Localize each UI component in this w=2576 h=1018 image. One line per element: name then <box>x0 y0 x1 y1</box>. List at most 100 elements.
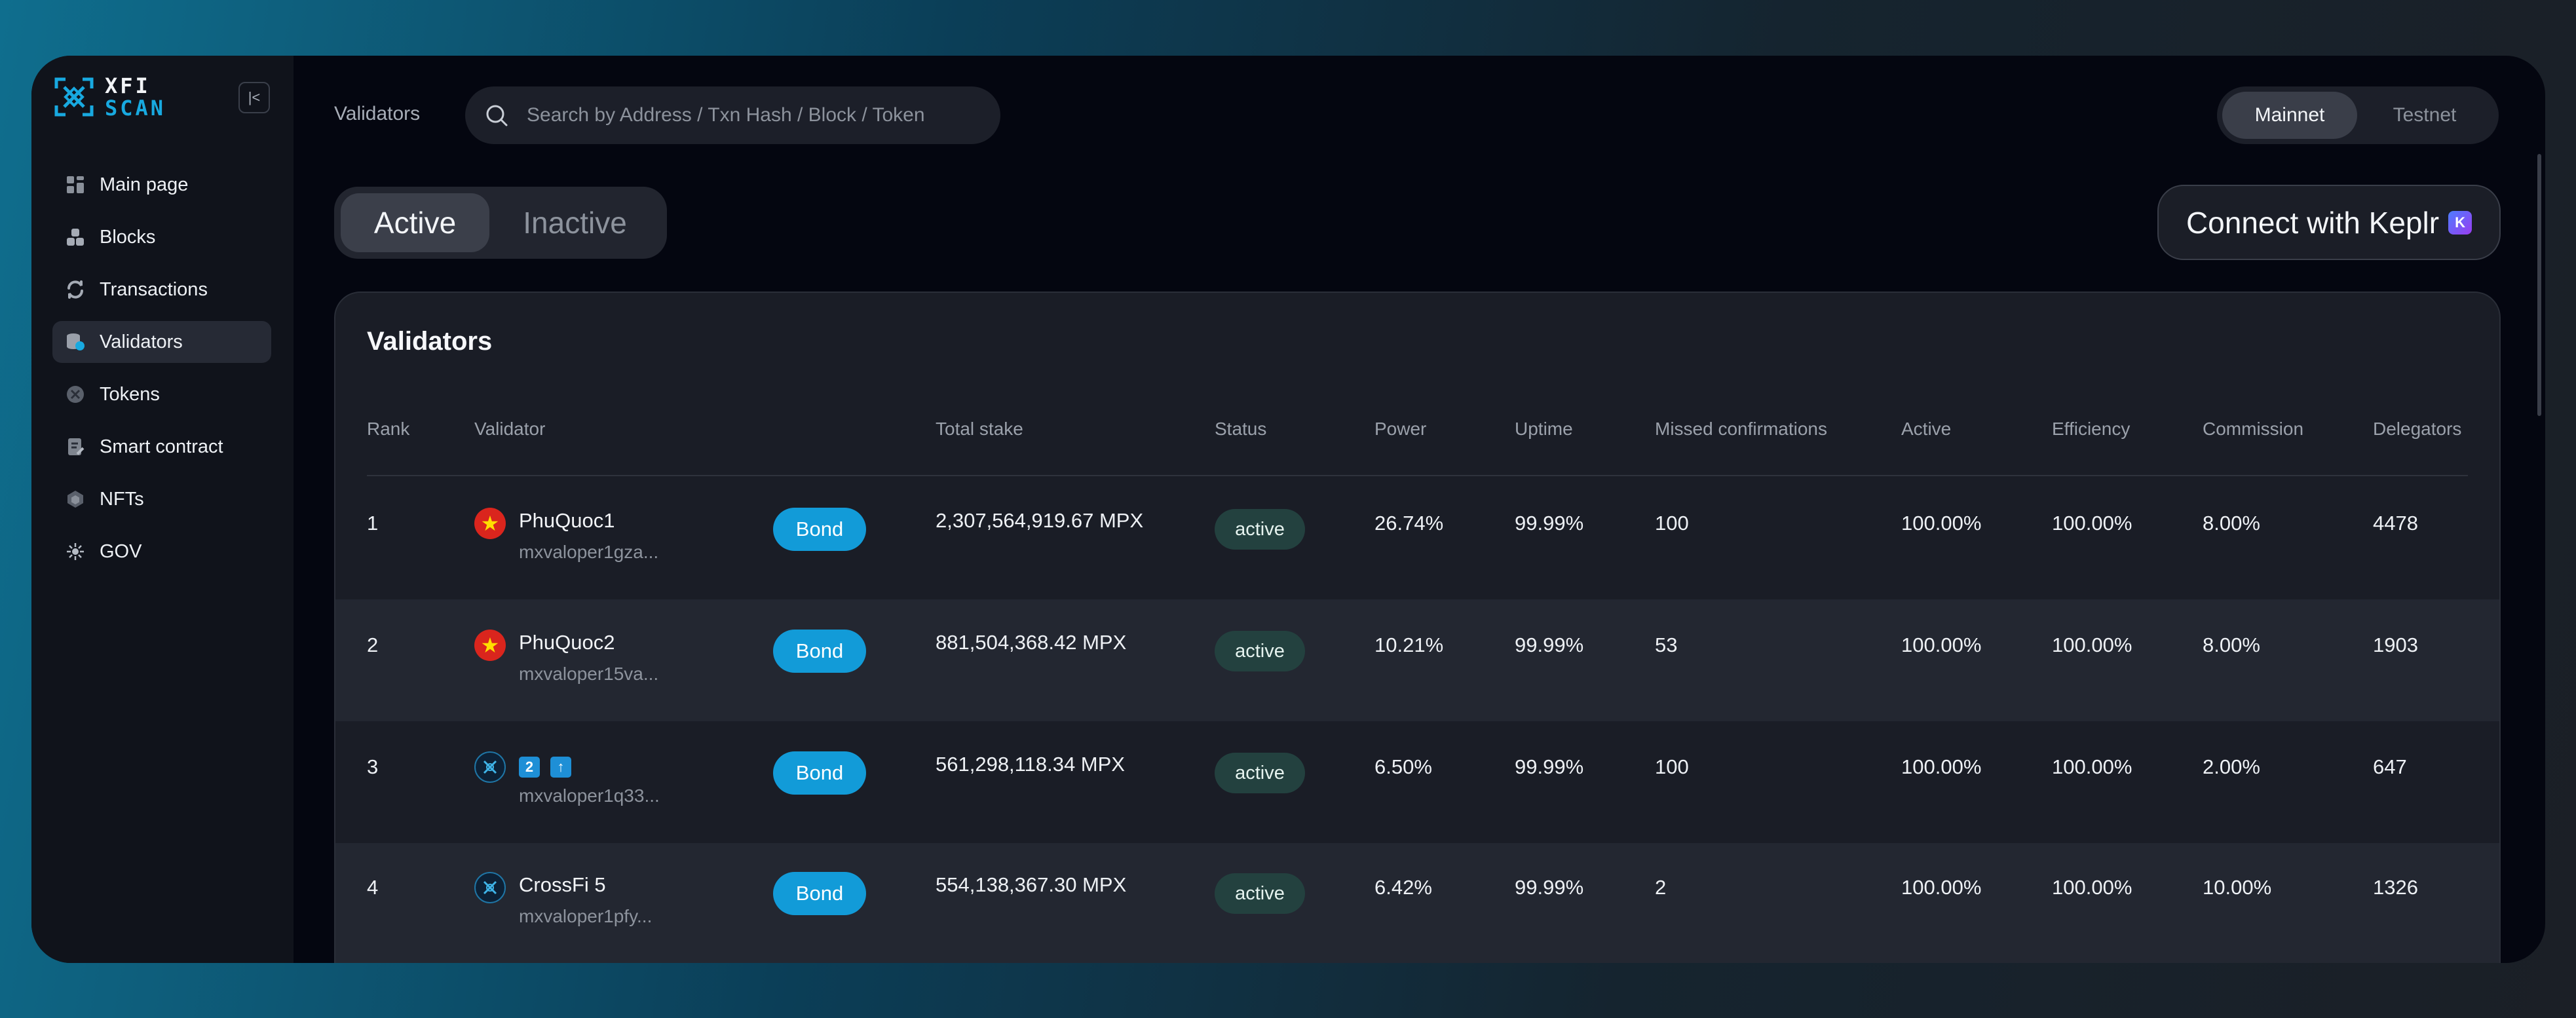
sidebar-item-label: Smart contract <box>100 436 223 457</box>
table-row[interactable]: 4 CrossFi 5 mxvaloper1pfy... Bond 554,13… <box>335 843 2499 963</box>
smart-contract-icon <box>66 437 85 457</box>
sidebar-item-smart-contract[interactable]: Smart contract <box>52 426 271 468</box>
main-content: Validators Mainnet Testnet Active Inacti… <box>294 56 2545 963</box>
active-cell: 100.00% <box>1901 876 1982 899</box>
sidebar-item-label: Validators <box>100 331 183 352</box>
sidebar-item-blocks[interactable]: Blocks <box>52 216 271 258</box>
status-badge: active <box>1215 753 1305 793</box>
bond-button[interactable]: Bond <box>773 508 866 551</box>
total-stake-cell: 554,138,367.30 MPX <box>936 873 1127 896</box>
page-scrollbar[interactable] <box>2537 154 2541 416</box>
validator-name[interactable]: CrossFi 5 <box>519 873 606 896</box>
efficiency-cell: 100.00% <box>2052 876 2132 899</box>
vietnam-flag-icon: ★ <box>474 508 506 539</box>
keplr-icon: K <box>2448 210 2472 235</box>
power-cell: 26.74% <box>1374 512 1444 535</box>
breadcrumb[interactable]: Validators <box>334 103 421 124</box>
crossfi-logo-icon <box>474 751 506 783</box>
collapse-sidebar-button[interactable]: |< <box>238 82 270 113</box>
commission-cell: 8.00% <box>2203 633 2260 656</box>
xfi-scan-logo[interactable]: XFI SCAN <box>51 74 166 120</box>
table-row[interactable]: 1 ★ PhuQuoc1 mxvaloper1gza... Bond 2,307… <box>335 478 2499 599</box>
bond-button[interactable]: Bond <box>773 630 866 673</box>
transactions-icon <box>66 280 85 299</box>
table-row[interactable]: 3 2 ↑ mxvaloper1q33... Bond 561,298,118.… <box>335 721 2499 843</box>
uptime-cell: 99.99% <box>1515 512 1584 535</box>
uptime-cell: 99.99% <box>1515 755 1584 778</box>
sidebar-item-tokens[interactable]: Tokens <box>52 373 271 415</box>
uptime-cell: 99.99% <box>1515 633 1584 656</box>
vietnam-flag-icon: ★ <box>474 630 506 661</box>
bond-button[interactable]: Bond <box>773 872 866 915</box>
column-header-uptime: Uptime <box>1515 419 1573 439</box>
sidebar-item-validators[interactable]: Validators <box>52 321 271 363</box>
crossfi-logo-icon <box>474 872 506 903</box>
keycap-two-icon: 2 <box>519 757 540 778</box>
sidebar-item-label: Main page <box>100 174 189 195</box>
delegators-cell: 4478 <box>2373 512 2418 535</box>
bond-button[interactable]: Bond <box>773 751 866 795</box>
column-header-commission: Commission <box>2203 419 2304 439</box>
rank-cell: 3 <box>367 755 379 778</box>
blocks-icon <box>66 227 85 247</box>
commission-cell: 2.00% <box>2203 755 2260 778</box>
network-option-testnet[interactable]: Testnet <box>2393 104 2457 126</box>
connect-keplr-button[interactable]: Connect with Keplr K <box>2157 185 2501 260</box>
efficiency-cell: 100.00% <box>2052 755 2132 778</box>
validator-address[interactable]: mxvaloper1gza... <box>519 542 659 562</box>
active-cell: 100.00% <box>1901 755 1982 778</box>
sidebar-item-label: GOV <box>100 540 142 562</box>
network-option-mainnet[interactable]: Mainnet <box>2222 92 2357 139</box>
tab-inactive[interactable]: Inactive <box>523 206 627 240</box>
validator-address[interactable]: mxvaloper15va... <box>519 664 659 684</box>
power-cell: 6.42% <box>1374 876 1432 899</box>
commission-cell: 8.00% <box>2203 512 2260 535</box>
dashboard-icon <box>66 175 85 195</box>
column-header-rank: Rank <box>367 419 410 439</box>
active-cell: 100.00% <box>1901 512 1982 535</box>
total-stake-cell: 561,298,118.34 MPX <box>936 753 1125 776</box>
validator-address[interactable]: mxvaloper1pfy... <box>519 906 653 926</box>
validator-name[interactable]: PhuQuoc2 <box>519 631 615 654</box>
search-bar[interactable] <box>465 86 1000 144</box>
total-stake-cell: 881,504,368.42 MPX <box>936 631 1127 654</box>
efficiency-cell: 100.00% <box>2052 633 2132 656</box>
status-badge: active <box>1215 873 1305 914</box>
sidebar-item-nfts[interactable]: NFTs <box>52 478 271 520</box>
table-title: Validators <box>367 327 493 356</box>
header-divider <box>367 475 2468 476</box>
column-header-active: Active <box>1901 419 1952 439</box>
validator-address[interactable]: mxvaloper1q33... <box>519 785 660 806</box>
column-header-validator: Validator <box>474 419 546 439</box>
validator-name[interactable]: PhuQuoc1 <box>519 509 615 532</box>
validators-icon <box>66 332 85 352</box>
delegators-cell: 1326 <box>2373 876 2418 899</box>
validator-status-tabs: Active Inactive <box>334 187 667 259</box>
column-header-total-stake: Total stake <box>936 419 1023 439</box>
power-cell: 6.50% <box>1374 755 1432 778</box>
validators-table-card: Validators Rank Validator Total stake St… <box>334 292 2501 963</box>
power-cell: 10.21% <box>1374 633 1444 656</box>
sidebar-item-label: Blocks <box>100 226 156 248</box>
sidebar-nav: Main page Blocks Transactions Validators <box>52 164 271 583</box>
search-icon <box>486 105 508 126</box>
column-header-missed-confirmations: Missed confirmations <box>1655 419 1827 439</box>
up-arrow-icon: ↑ <box>550 757 571 778</box>
commission-cell: 10.00% <box>2203 876 2272 899</box>
uptime-cell: 99.99% <box>1515 876 1584 899</box>
network-switch: Mainnet Testnet <box>2217 86 2499 144</box>
search-input[interactable] <box>527 104 972 126</box>
missed-confirmations-cell: 100 <box>1655 755 1689 778</box>
total-stake-cell: 2,307,564,919.67 MPX <box>936 509 1144 532</box>
sidebar-item-main-page[interactable]: Main page <box>52 164 271 206</box>
sidebar-item-label: NFTs <box>100 488 144 510</box>
tab-active[interactable]: Active <box>341 193 490 252</box>
rank-cell: 2 <box>367 633 379 656</box>
connect-keplr-label: Connect with Keplr <box>2186 205 2440 240</box>
sidebar: XFI SCAN |< Main page Blocks <box>31 56 294 963</box>
collapse-icon: |< <box>248 89 261 105</box>
logo-text-xfi: XFI <box>105 73 151 98</box>
table-row[interactable]: 2 ★ PhuQuoc2 mxvaloper15va... Bond 881,5… <box>335 599 2499 721</box>
sidebar-item-transactions[interactable]: Transactions <box>52 269 271 311</box>
sidebar-item-gov[interactable]: GOV <box>52 531 271 573</box>
